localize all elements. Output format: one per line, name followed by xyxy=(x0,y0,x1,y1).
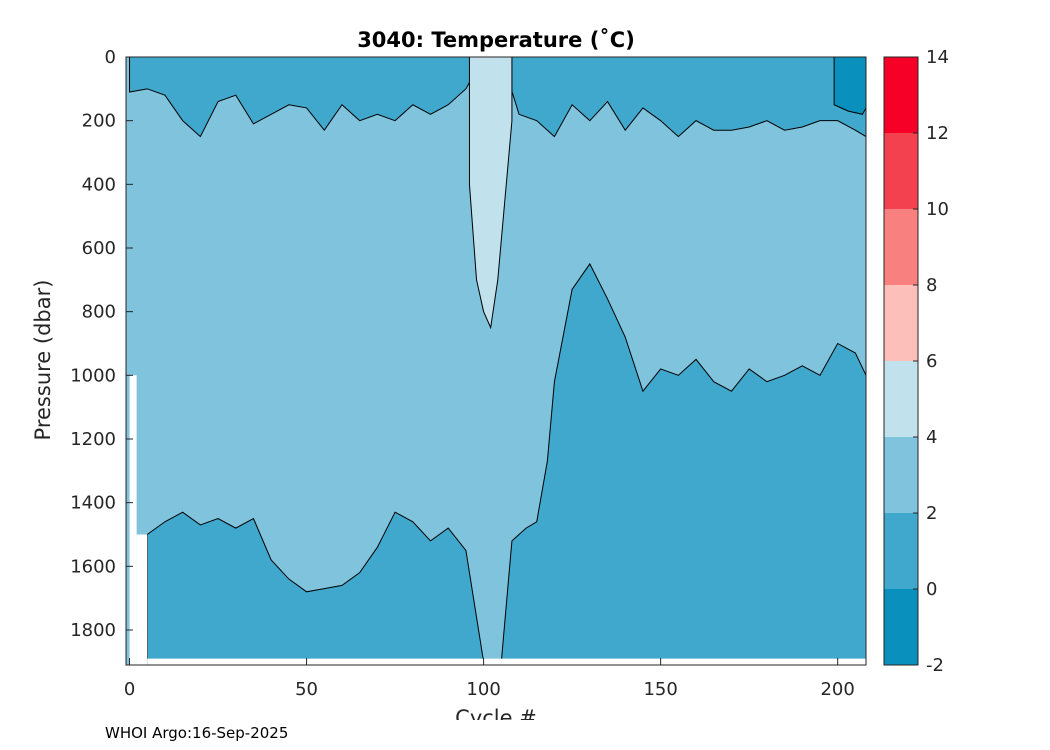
y-tick-label: 1800 xyxy=(70,620,116,641)
colorbar-tick-label: 14 xyxy=(926,47,949,68)
colorbar-band xyxy=(884,285,918,361)
colorbar-band xyxy=(884,361,918,437)
missing-data-1 xyxy=(136,534,148,666)
colorbar-band xyxy=(884,57,918,133)
axes-box xyxy=(125,56,867,666)
y-tick-label: 400 xyxy=(82,174,116,195)
y-tick-label: 600 xyxy=(82,238,116,259)
y-tick-label: 200 xyxy=(82,111,116,132)
figure: 0 50 100 150 200 020040060080010001200140016… xyxy=(31,28,949,720)
missing-data-0 xyxy=(129,375,137,666)
y-tick-label: 1400 xyxy=(70,493,116,514)
y-tick-label: 800 xyxy=(82,302,116,323)
colorbar-band xyxy=(884,513,918,589)
colorbar-tick-label: 0 xyxy=(926,579,937,600)
colorbar-tick-label: 8 xyxy=(926,275,937,296)
colorbar-tick-label: 10 xyxy=(926,199,949,220)
x-tick-label: 0 xyxy=(124,679,135,700)
x-tick-label: 100 xyxy=(466,679,500,700)
contour-region-deep-cold-layer xyxy=(146,262,867,666)
colorbar-band xyxy=(884,209,918,285)
x-axis: 0 50 100 150 200 xyxy=(124,658,855,700)
y-tick-label: 1200 xyxy=(70,429,116,450)
colorbar-band xyxy=(884,133,918,209)
footer-stamp: WHOI Argo:16-Sep-2025 xyxy=(105,724,289,742)
x-tick-label: 200 xyxy=(820,679,854,700)
y-tick-label: 0 xyxy=(105,47,116,68)
y-axis: 0 200 400 600 800 1000 1200 1400 1600 1800 xyxy=(70,47,133,641)
colorbar-tick-label: 2 xyxy=(926,503,937,524)
y-axis-title: Pressure (dbar) xyxy=(31,280,55,441)
colorbar-band xyxy=(884,437,918,513)
y-tick-label: 1600 xyxy=(70,556,116,577)
colorbar-tick-label: 4 xyxy=(926,427,937,448)
x-axis-title: Cycle # xyxy=(455,706,537,720)
colorbar-tick-label: 6 xyxy=(926,351,937,372)
x-tick-label: 150 xyxy=(643,679,677,700)
colorbar: -2 0 2 4 6 8 10 12 14 xyxy=(883,47,949,676)
plot-area xyxy=(125,56,867,666)
colorbar-tick-label: -2 xyxy=(926,655,944,676)
x-tick-label: 50 xyxy=(295,679,318,700)
colorbar-band xyxy=(884,589,918,665)
contour-region-warm-intrusion xyxy=(468,56,513,330)
chart-title: 3040: Temperature (˚C) xyxy=(357,28,635,52)
y-tick-label: 1000 xyxy=(70,365,116,386)
missing-data-2 xyxy=(147,658,866,666)
contour-region-coldest-patch xyxy=(833,56,867,115)
colorbar-tick-label: 12 xyxy=(926,123,949,144)
